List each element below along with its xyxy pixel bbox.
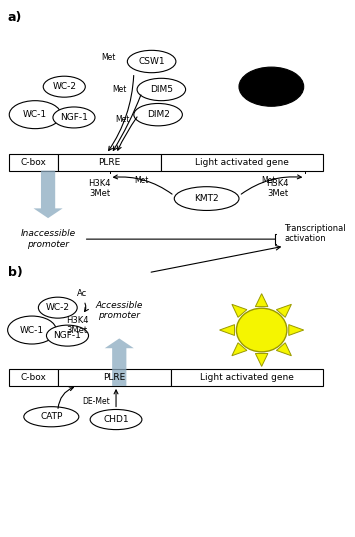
Text: CHD1: CHD1 [103, 415, 129, 424]
Ellipse shape [174, 187, 239, 211]
Polygon shape [277, 304, 291, 317]
Text: a): a) [7, 11, 22, 24]
Text: PLRE: PLRE [103, 373, 126, 382]
Ellipse shape [7, 316, 56, 344]
Text: WC-1: WC-1 [23, 110, 47, 119]
Text: DIM5: DIM5 [150, 85, 173, 94]
Ellipse shape [137, 78, 186, 100]
Bar [9, 154, 58, 171]
Text: H3K4
3Met: H3K4 3Met [267, 179, 289, 198]
Polygon shape [220, 325, 235, 336]
Text: b): b) [7, 266, 22, 279]
Ellipse shape [134, 104, 182, 126]
Text: Light activated gene: Light activated gene [200, 373, 294, 382]
Text: Ac: Ac [77, 289, 87, 299]
Bar [58, 369, 171, 386]
Text: NGF-1: NGF-1 [54, 331, 81, 340]
Text: H3K4
3Met: H3K4 3Met [66, 316, 88, 336]
Ellipse shape [90, 410, 142, 430]
Polygon shape [105, 338, 134, 386]
Text: Accessible
promoter: Accessible promoter [95, 301, 143, 320]
Ellipse shape [9, 100, 61, 129]
Text: Light activated gene: Light activated gene [195, 158, 289, 166]
Bar [161, 154, 323, 171]
Circle shape [236, 308, 287, 352]
Ellipse shape [24, 407, 79, 427]
Text: Met: Met [135, 176, 149, 185]
Text: CSW1: CSW1 [138, 57, 165, 66]
Text: WC-1: WC-1 [20, 325, 44, 335]
Text: Met: Met [115, 115, 130, 124]
Bar [9, 369, 58, 386]
Text: WC-2: WC-2 [52, 82, 76, 91]
Ellipse shape [47, 325, 88, 346]
Ellipse shape [38, 297, 77, 318]
Polygon shape [255, 294, 268, 307]
Text: H3K4
3Met: H3K4 3Met [89, 179, 111, 198]
Text: NGF-1: NGF-1 [60, 113, 88, 122]
Polygon shape [33, 171, 62, 218]
Text: C-box: C-box [21, 373, 47, 382]
Ellipse shape [127, 50, 176, 72]
Polygon shape [232, 304, 247, 317]
Text: C-box: C-box [21, 158, 47, 166]
Text: DE-Met: DE-Met [83, 397, 110, 406]
Text: DIM2: DIM2 [147, 110, 170, 119]
Text: Met: Met [101, 53, 115, 62]
Text: Inaccessible
promoter: Inaccessible promoter [21, 229, 76, 249]
Text: WC-2: WC-2 [46, 303, 70, 312]
Polygon shape [277, 343, 291, 355]
Ellipse shape [43, 76, 85, 97]
Bar [171, 369, 323, 386]
Polygon shape [289, 325, 304, 336]
Text: Transcriptional
activation: Transcriptional activation [284, 224, 346, 243]
Ellipse shape [53, 107, 95, 128]
Text: CATP: CATP [40, 412, 62, 421]
Text: KMT2: KMT2 [194, 194, 219, 203]
Ellipse shape [239, 67, 304, 106]
Polygon shape [255, 353, 268, 366]
Bar [58, 154, 161, 171]
Text: Met: Met [112, 85, 126, 95]
Text: PLRE: PLRE [98, 158, 121, 166]
Text: Met: Met [261, 176, 275, 185]
Polygon shape [232, 343, 247, 355]
